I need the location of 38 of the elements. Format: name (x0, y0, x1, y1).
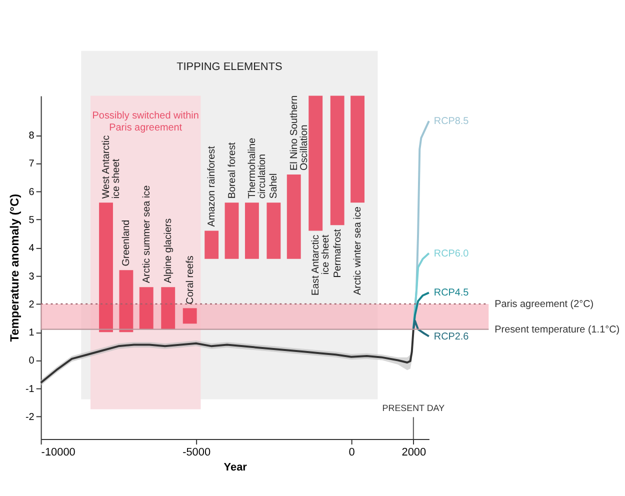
series-label: RCP8.5 (434, 116, 470, 128)
annotation: Arctic winter sea ice (352, 206, 364, 295)
y-tick-label: 6 (28, 186, 35, 198)
x-tick-label: -5000 (182, 446, 211, 458)
annotation: Permafrost (332, 228, 344, 278)
x-axis-title: Year (224, 461, 248, 474)
annotation: Greenland (121, 220, 132, 266)
x-tick-label: -10000 (41, 446, 76, 458)
band-label: Possibly switched within Paris agreement (92, 110, 199, 134)
ref-line-label: Paris agreement (2°C) (494, 298, 594, 310)
annotation: Arctic summer sea ice (141, 184, 152, 284)
y-tick-label: 2 (28, 299, 35, 310)
ref-line-label: PRESENT DAY (382, 403, 445, 414)
y-tick-label: 8 (28, 130, 35, 142)
ref-line-label: Present temperature (1.1°C) (494, 324, 620, 336)
y-tick-label: 1 (28, 328, 35, 339)
y-tick-label: 3 (28, 271, 35, 282)
series-label: RCP4.5 (434, 288, 470, 299)
y-tick-label: 7 (28, 158, 35, 170)
annotation: East Antarctic ice sheet (310, 234, 332, 296)
y-tick-label: 0 (28, 356, 35, 367)
x-tick-label: 2000 (402, 446, 426, 458)
annotation: West Antarctic ice sheet (100, 135, 122, 199)
x-tick-label: 0 (348, 446, 355, 458)
annotation: Alpine glaciers (163, 218, 174, 284)
annotation: Amazon rainforest (206, 146, 218, 227)
annotation: Boreal forest (226, 142, 238, 199)
annotation: Sahel (268, 173, 280, 199)
annotation: Thermohaline circulation (246, 137, 268, 199)
annotation: Coral reefs (184, 256, 196, 304)
band-label: TIPPING ELEMENTS (176, 60, 282, 73)
y-tick-label: -2 (25, 412, 35, 424)
series-label: RCP2.6 (434, 331, 470, 342)
series-label: RCP6.0 (434, 248, 470, 260)
y-axis-title: Temperature anomaly (°C) (8, 194, 22, 342)
y-tick-label: -1 (25, 384, 35, 395)
y-tick-label: 5 (28, 215, 35, 226)
y-tick-label: 4 (28, 243, 35, 254)
